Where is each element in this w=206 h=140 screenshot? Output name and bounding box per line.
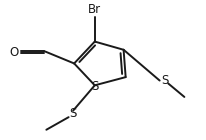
- Text: O: O: [9, 46, 19, 59]
- Text: S: S: [91, 80, 98, 93]
- Text: Br: Br: [88, 3, 101, 16]
- Text: S: S: [69, 107, 77, 120]
- Text: S: S: [162, 74, 169, 87]
